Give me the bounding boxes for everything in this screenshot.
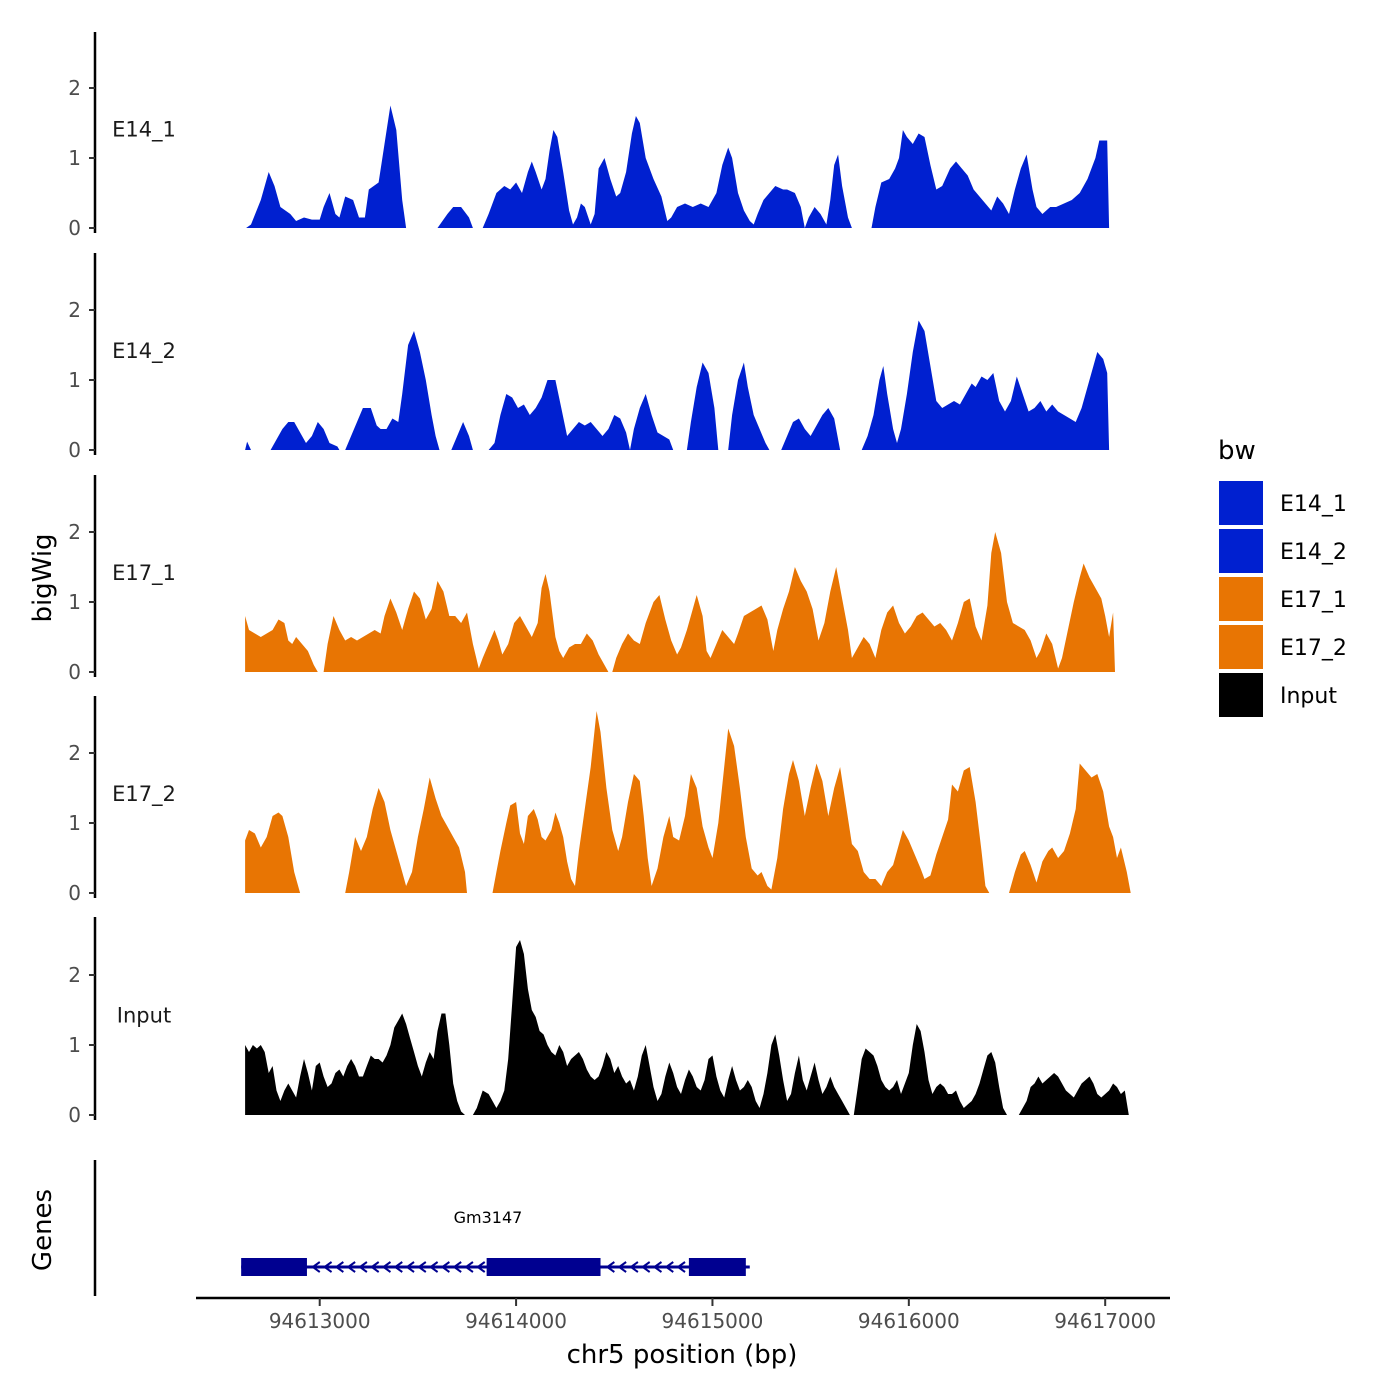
gene-exon	[241, 1258, 307, 1276]
signal-area-segment	[1018, 1073, 1129, 1115]
strand-arrow	[369, 1261, 380, 1273]
signal-area-segment	[492, 711, 990, 893]
signal-area-segment	[245, 812, 301, 893]
legend-swatch	[1217, 527, 1265, 575]
y-tick-label: 2	[68, 520, 81, 544]
legend-label: E14_2	[1280, 540, 1347, 565]
tracks-layer: 0 1 2 E14_1 0 1 2 E14_2 0 1 2 E17_1 0 1 2 E17_2 0 1 2 Input	[68, 32, 1131, 1127]
legend-swatch	[1217, 479, 1265, 527]
strand-arrow	[664, 1261, 674, 1273]
strand-arrow	[358, 1261, 368, 1273]
signal-area-segment	[728, 362, 770, 450]
strand-arrow	[428, 1261, 439, 1273]
legend-label: E17_1	[1280, 588, 1347, 613]
legend-label: E17_2	[1280, 636, 1347, 661]
signal-area-segment	[437, 207, 473, 228]
gene-track: Gm3147	[93, 1160, 750, 1296]
signal-area-segment	[323, 574, 609, 672]
y-tick-label: 0	[68, 438, 81, 462]
y-tick-label: 1	[68, 590, 81, 614]
signal-area-segment	[345, 331, 440, 450]
gene-name-label: Gm3147	[454, 1208, 523, 1227]
legend-swatch	[1217, 575, 1265, 623]
signal-area-segment	[853, 1024, 1007, 1115]
y-tick-label: 2	[68, 963, 81, 987]
strand-arrow	[676, 1261, 686, 1273]
track-input: 0 1 2 Input	[68, 917, 1129, 1127]
track-e17-2: 0 1 2 E17_2	[68, 696, 1131, 905]
signal-area-segment	[612, 532, 1115, 672]
x-tick-label: 94614000	[465, 1309, 567, 1333]
signal-area-segment	[781, 408, 841, 450]
strand-arrow	[381, 1261, 392, 1273]
strand-arrow	[640, 1261, 651, 1273]
y-tick-label: 0	[68, 881, 81, 905]
signal-area-segment	[871, 130, 1110, 228]
signal-area-segment	[345, 777, 467, 893]
legend-title: bw	[1218, 436, 1256, 466]
x-tick-label: 94616000	[858, 1309, 960, 1333]
strand-arrow	[629, 1261, 639, 1273]
strand-arrow	[464, 1261, 474, 1273]
track-label: E17_1	[112, 561, 176, 586]
signal-area-segment	[246, 105, 407, 228]
signal-area-segment	[861, 320, 1110, 450]
x-axis: 94613000 94614000 94615000 94616000 94617000	[196, 1296, 1170, 1333]
signal-area-segment	[472, 940, 850, 1115]
track-label: E14_1	[112, 118, 176, 143]
track-label: E14_2	[112, 339, 176, 364]
track-e14-2: 0 1 2 E14_2	[68, 253, 1110, 462]
legend-swatch	[1217, 671, 1265, 719]
y-tick-label: 1	[68, 1033, 81, 1057]
track-label: E17_2	[112, 782, 176, 807]
legend-swatch	[1217, 623, 1265, 671]
signal-area-segment	[245, 1013, 465, 1115]
legend-label: E14_1	[1280, 492, 1347, 517]
strand-arrow	[440, 1261, 450, 1273]
signal-area-segment	[1009, 763, 1131, 893]
y-tick-label: 0	[68, 1103, 81, 1127]
x-tick-label: 94613000	[269, 1309, 371, 1333]
y-tick-label: 1	[68, 811, 81, 835]
strand-arrow	[605, 1261, 615, 1273]
strand-arrow	[322, 1261, 333, 1273]
y-tick-label: 0	[68, 660, 81, 684]
gene-exon	[486, 1258, 601, 1276]
legend: E14_1 E14_2 E17_1 E17_2 Input	[1217, 479, 1347, 719]
y-tick-label: 1	[68, 368, 81, 392]
y-tick-label: 0	[68, 216, 81, 240]
genes-axis-title: Genes	[28, 1189, 58, 1271]
legend-label: Input	[1280, 684, 1337, 709]
signal-area-segment	[245, 441, 251, 450]
track-e14-1: 0 1 2 E14_1	[68, 32, 1110, 240]
signal-area-segment	[245, 616, 318, 672]
strand-arrow	[452, 1261, 462, 1273]
strand-arrow	[652, 1261, 663, 1273]
signal-area-segment	[451, 422, 473, 450]
signal-area-segment	[270, 422, 340, 450]
strand-arrow	[346, 1261, 356, 1273]
x-tick-label: 94617000	[1054, 1309, 1156, 1333]
signal-area-segment	[482, 116, 852, 228]
y-tick-label: 2	[68, 76, 81, 100]
strand-arrow	[405, 1261, 415, 1273]
signal-area-segment	[686, 362, 719, 450]
y-tick-label: 1	[68, 146, 81, 170]
strand-arrow	[417, 1261, 427, 1273]
y-tick-label: 2	[68, 741, 81, 765]
strand-arrow	[311, 1261, 321, 1273]
gene-exon	[688, 1258, 746, 1276]
strand-arrow	[334, 1261, 344, 1273]
x-tick-label: 94615000	[662, 1309, 764, 1333]
strand-arrow	[476, 1261, 486, 1273]
track-e17-1: 0 1 2 E17_1	[68, 475, 1115, 684]
y-tick-label: 2	[68, 298, 81, 322]
track-label: Input	[117, 1004, 171, 1028]
x-axis-title: chr5 position (bp)	[567, 1340, 798, 1370]
y-axis-title: bigWig	[28, 533, 58, 622]
signal-area-segment	[488, 380, 674, 450]
strand-arrow	[617, 1261, 627, 1273]
strand-arrow	[393, 1261, 403, 1273]
